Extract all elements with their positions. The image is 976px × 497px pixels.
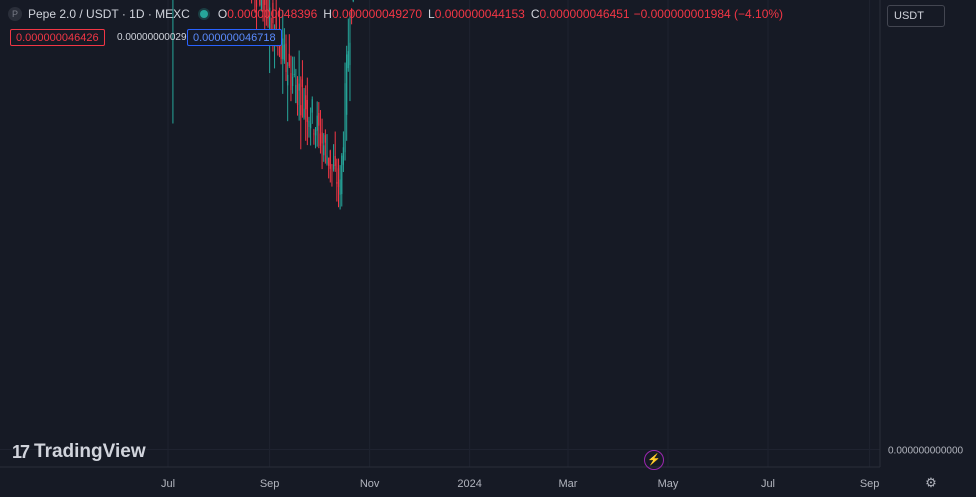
candle-body [349, 42, 351, 66]
candle-body [342, 147, 345, 165]
candle-body [346, 54, 348, 115]
candle-body [301, 79, 304, 87]
high-label: H [323, 7, 332, 21]
candle-body [285, 43, 287, 72]
settings-gear-icon[interactable]: ⚙ [925, 475, 937, 490]
candle-body [347, 51, 349, 69]
lightning-icon[interactable]: ⚡ [644, 450, 664, 470]
spread-value: 0.000000000292 [117, 32, 193, 43]
low-label: L [428, 7, 435, 21]
candlestick-series [172, 0, 354, 210]
candle-body [352, 0, 354, 2]
market-status-icon[interactable] [199, 10, 208, 18]
candle-body [310, 123, 312, 129]
candle-body [308, 120, 310, 127]
candle-body [339, 179, 341, 195]
candle-body [303, 108, 305, 118]
candle-body [318, 112, 320, 126]
candle-body [313, 133, 315, 135]
candle-body [305, 95, 307, 110]
candle-body [291, 76, 294, 87]
open-label: O [217, 7, 228, 21]
candle-body [282, 38, 284, 60]
high-value: 0.000000049270 [331, 7, 423, 21]
low-value: 0.000000044153 [434, 7, 525, 21]
candle-body [300, 105, 302, 116]
watermark-text: TradingView [34, 441, 146, 462]
candle-body [295, 84, 297, 104]
candle-body [319, 133, 322, 146]
candle-body [298, 83, 300, 91]
candle-body [337, 168, 340, 188]
candle-body [321, 132, 323, 144]
price-axis: 0.0000002400000.0000002200000.0000002000… [879, 0, 976, 497]
close-label: C [530, 7, 540, 21]
chart-grid [0, 0, 880, 467]
change-value: −0.000000001984 (−4.10%) [633, 7, 784, 21]
candle-body [332, 164, 335, 170]
candle-body [314, 130, 317, 136]
tradingview-logo-icon: 17 [12, 441, 30, 462]
open-value: 0.000000048396 [227, 7, 318, 21]
candle-body [316, 115, 318, 131]
candle-body [288, 53, 290, 67]
candle-body [324, 135, 326, 143]
candle-body [328, 157, 330, 166]
candle-body [267, 0, 269, 19]
candle-body [341, 155, 343, 195]
candle-body [259, 0, 261, 6]
candle-body [323, 145, 325, 156]
candle-body [311, 99, 313, 113]
x-tick-label: Mar [559, 478, 578, 490]
candle-body [290, 73, 292, 91]
x-tick-label: Jul [761, 478, 775, 490]
symbol-title[interactable]: Pepe 2.0 / USDT · 1D · MEXC [28, 7, 190, 21]
candle-body [326, 155, 328, 164]
candle-body [296, 79, 299, 106]
candle-body [275, 11, 277, 34]
candle-body [283, 44, 285, 61]
candle-body [351, 9, 353, 17]
tradingview-watermark: 17 TradingView [12, 441, 146, 463]
sell-price-button[interactable]: 0.000000046426 [10, 29, 105, 46]
x-tick-label: Nov [360, 478, 380, 490]
symbol-header: P Pepe 2.0 / USDT · 1D · MEXC O 0.000000… [8, 6, 783, 22]
candle-body [255, 0, 258, 7]
candle-body [331, 164, 333, 166]
price-axis-bg [880, 0, 976, 497]
candle-body [264, 0, 266, 5]
candle-body [329, 150, 331, 169]
candle-body [344, 83, 346, 153]
candle-body [260, 0, 263, 11]
x-tick-label: 2024 [457, 478, 481, 490]
candle-body [262, 0, 264, 12]
candle-body [293, 74, 295, 75]
close-value: 0.000000046451 [539, 7, 630, 21]
candle-body [269, 7, 271, 34]
candle-body [272, 2, 274, 23]
x-tick-label: Sep [860, 478, 880, 490]
time-axis: Jul Sep Nov 2024 Mar May Jul Sep [0, 466, 976, 497]
candle-body [306, 100, 308, 122]
buy-price-button[interactable]: 0.000000046718 [187, 29, 282, 46]
x-tick-label: Jul [161, 478, 175, 490]
x-tick-label: Sep [260, 478, 280, 490]
candle-body [280, 43, 282, 59]
time-axis-bg [0, 467, 976, 497]
candle-body [336, 182, 338, 184]
candle-body [287, 74, 289, 86]
currency-button[interactable]: USDT [887, 5, 945, 27]
pepe-logo-icon: P [8, 7, 22, 21]
candle-body [334, 156, 336, 166]
y-tick-label: 0.000000000000 [888, 446, 964, 457]
x-tick-label: May [658, 478, 679, 490]
